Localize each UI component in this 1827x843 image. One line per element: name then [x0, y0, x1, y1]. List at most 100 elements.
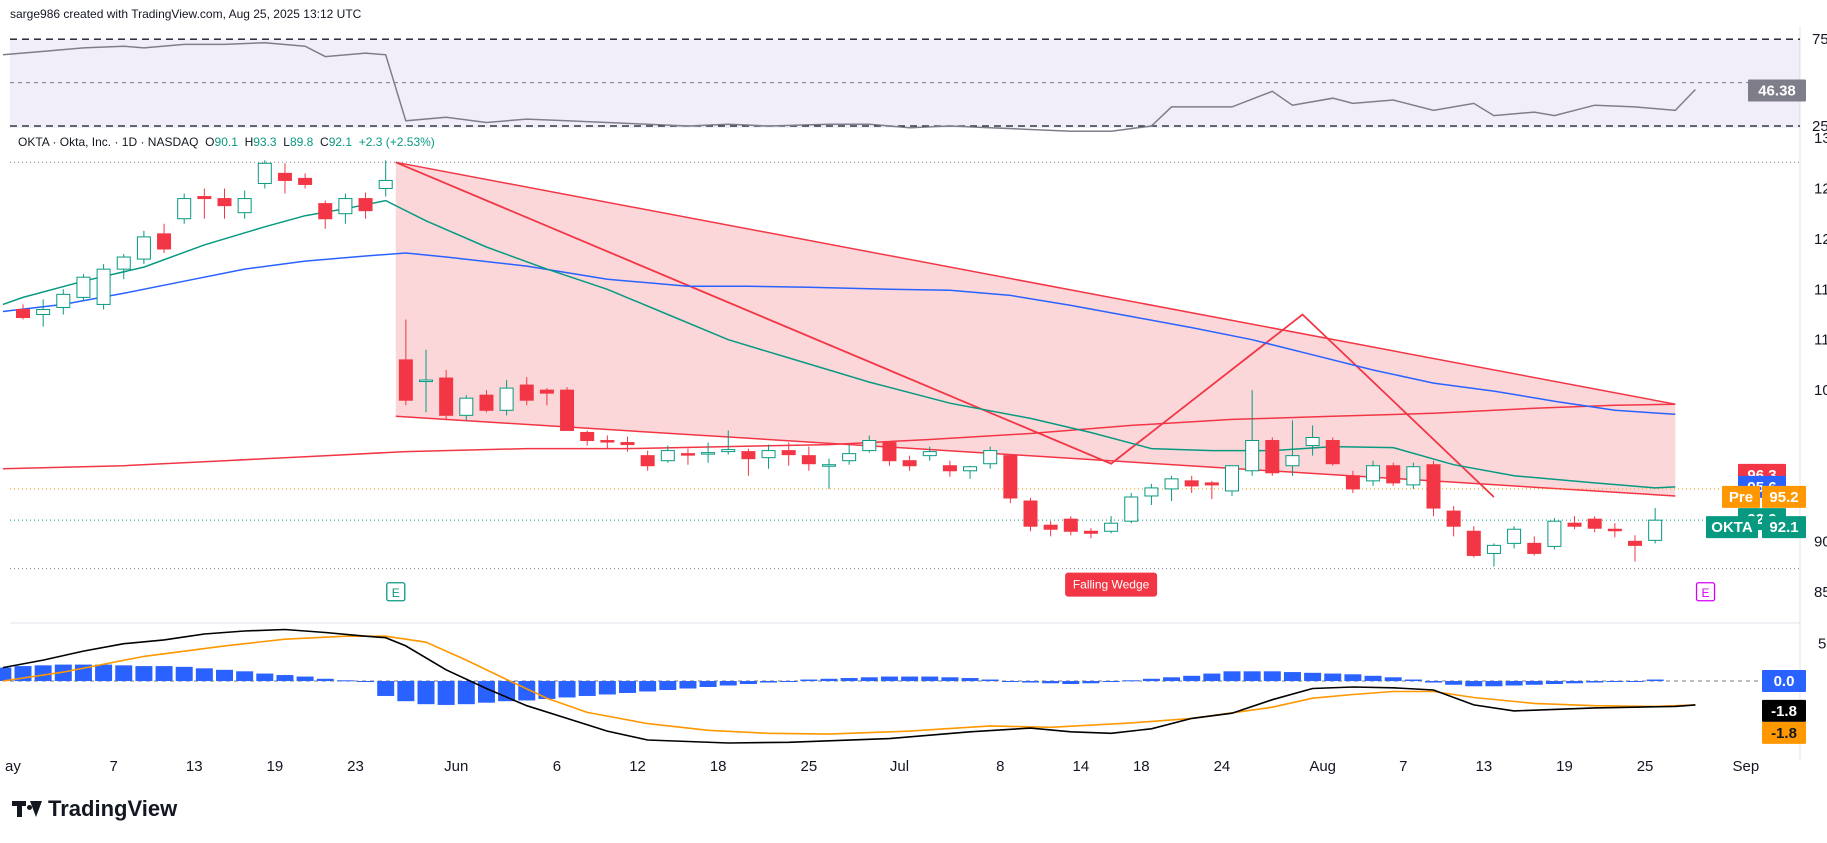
candle: [1225, 465, 1239, 496]
candle: [983, 446, 998, 469]
badge-symbol: OKTA: [1711, 519, 1753, 536]
candle-body: [338, 198, 353, 215]
macd-histogram-bar: [1465, 681, 1483, 687]
earnings-marker-label: E: [392, 586, 400, 600]
candle: [56, 289, 71, 315]
badge-last-price-box: [1762, 516, 1806, 539]
time-axis-tick-label: 7: [1399, 758, 1407, 775]
candle-body: [560, 389, 575, 431]
candle: [1245, 390, 1260, 476]
time-axis-tick-label: 8: [996, 758, 1004, 775]
candle-body: [1124, 496, 1139, 522]
candle: [882, 441, 897, 466]
time-axis-tick-label: 7: [110, 758, 118, 775]
candle-body: [358, 198, 373, 212]
candle: [620, 436, 635, 452]
candle-body: [499, 387, 514, 411]
high-label: H: [244, 135, 254, 149]
candle-body: [217, 198, 232, 207]
candle: [1386, 462, 1401, 486]
macd-histogram-bar: [1324, 673, 1342, 682]
price-axis-tick-label: 130.0: [1814, 130, 1827, 147]
ma-50-line: [2, 252, 1676, 416]
candle: [560, 387, 575, 431]
badge-premarket-box: [1762, 485, 1806, 508]
candle: [942, 460, 957, 477]
candle-body: [1547, 520, 1562, 547]
macd-histogram-bar: [719, 681, 737, 686]
badge-macd-value: -1.8: [1771, 703, 1797, 720]
ma-200-line: [2, 403, 1676, 470]
candle-body: [963, 466, 978, 472]
candle-body: [459, 397, 474, 416]
macd-histogram-bar: [961, 678, 979, 682]
macd-histogram-bar: [941, 677, 959, 682]
falling-wedge-label-box: [1065, 572, 1158, 597]
time-axis-tick-label: 18: [710, 758, 727, 775]
time-axis-tick-label: 25: [1637, 758, 1654, 775]
candle-body: [1386, 465, 1401, 484]
time-axis-tick-label: Jun: [444, 758, 468, 775]
candle: [16, 304, 30, 320]
candle: [922, 446, 937, 461]
macd-histogram-bar: [639, 681, 657, 692]
candle-body: [1265, 440, 1280, 474]
candle: [701, 442, 716, 463]
time-axis-tick-label: Aug: [1309, 758, 1336, 775]
candle: [378, 160, 393, 197]
macd-histogram-bar: [115, 665, 133, 682]
author-line: sarge986 created with TradingView.com, A…: [10, 7, 362, 21]
macd-histogram-bar: [739, 681, 757, 685]
candle-body: [539, 389, 554, 394]
candle-body: [56, 293, 71, 308]
macd-histogram-bar: [518, 681, 536, 701]
candle: [1466, 526, 1481, 558]
candle-body: [1366, 465, 1381, 482]
candle-body: [822, 464, 836, 467]
badge-macd-histogram-box: [1762, 670, 1806, 693]
macd-histogram-bar: [175, 666, 193, 682]
candle: [479, 390, 494, 413]
candle-body: [1204, 482, 1219, 486]
tradingview-logo[interactable]: TradingView: [12, 796, 177, 822]
candle: [217, 188, 232, 219]
candle: [419, 349, 433, 413]
macd-histogram-bar: [598, 681, 616, 695]
candle: [963, 465, 978, 479]
badge-symbol-box: [1706, 516, 1758, 539]
macd-histogram-bar: [1344, 674, 1362, 682]
macd-histogram-bar: [1404, 679, 1422, 682]
time-axis-tick-label: 25: [801, 758, 818, 775]
candle-body: [902, 460, 917, 467]
candle: [822, 458, 836, 489]
macd-histogram-bar: [840, 678, 858, 682]
candle: [76, 274, 91, 302]
time-axis-tick-label: 24: [1214, 758, 1231, 775]
candle-body: [277, 172, 292, 181]
macd-histogram-bar: [256, 673, 274, 682]
badge-premarket-label-box: [1722, 485, 1760, 508]
badge-premarket-label: Pre: [1729, 489, 1753, 506]
candle: [439, 369, 454, 421]
macd-histogram-bar: [538, 681, 556, 699]
candle-body: [177, 198, 192, 220]
badge-macd-histogram: 0.0: [1774, 673, 1795, 690]
candle-body: [1648, 519, 1663, 541]
time-axis-tick-label: 13: [1476, 758, 1493, 775]
candle: [358, 192, 373, 219]
candle-body: [721, 449, 736, 453]
candle-body: [680, 453, 695, 456]
candle: [1083, 528, 1098, 539]
candle-body: [1567, 522, 1582, 527]
candle: [1063, 516, 1078, 536]
candle-body: [1305, 437, 1320, 447]
candle: [1204, 480, 1219, 500]
candle: [1345, 470, 1360, 493]
candle-body: [1184, 480, 1199, 487]
macd-histogram-bar: [1263, 671, 1281, 682]
candle: [862, 435, 877, 453]
macd-histogram-bar: [34, 665, 52, 682]
macd-histogram-bar: [336, 680, 354, 682]
macd-histogram-bar: [1142, 678, 1160, 682]
